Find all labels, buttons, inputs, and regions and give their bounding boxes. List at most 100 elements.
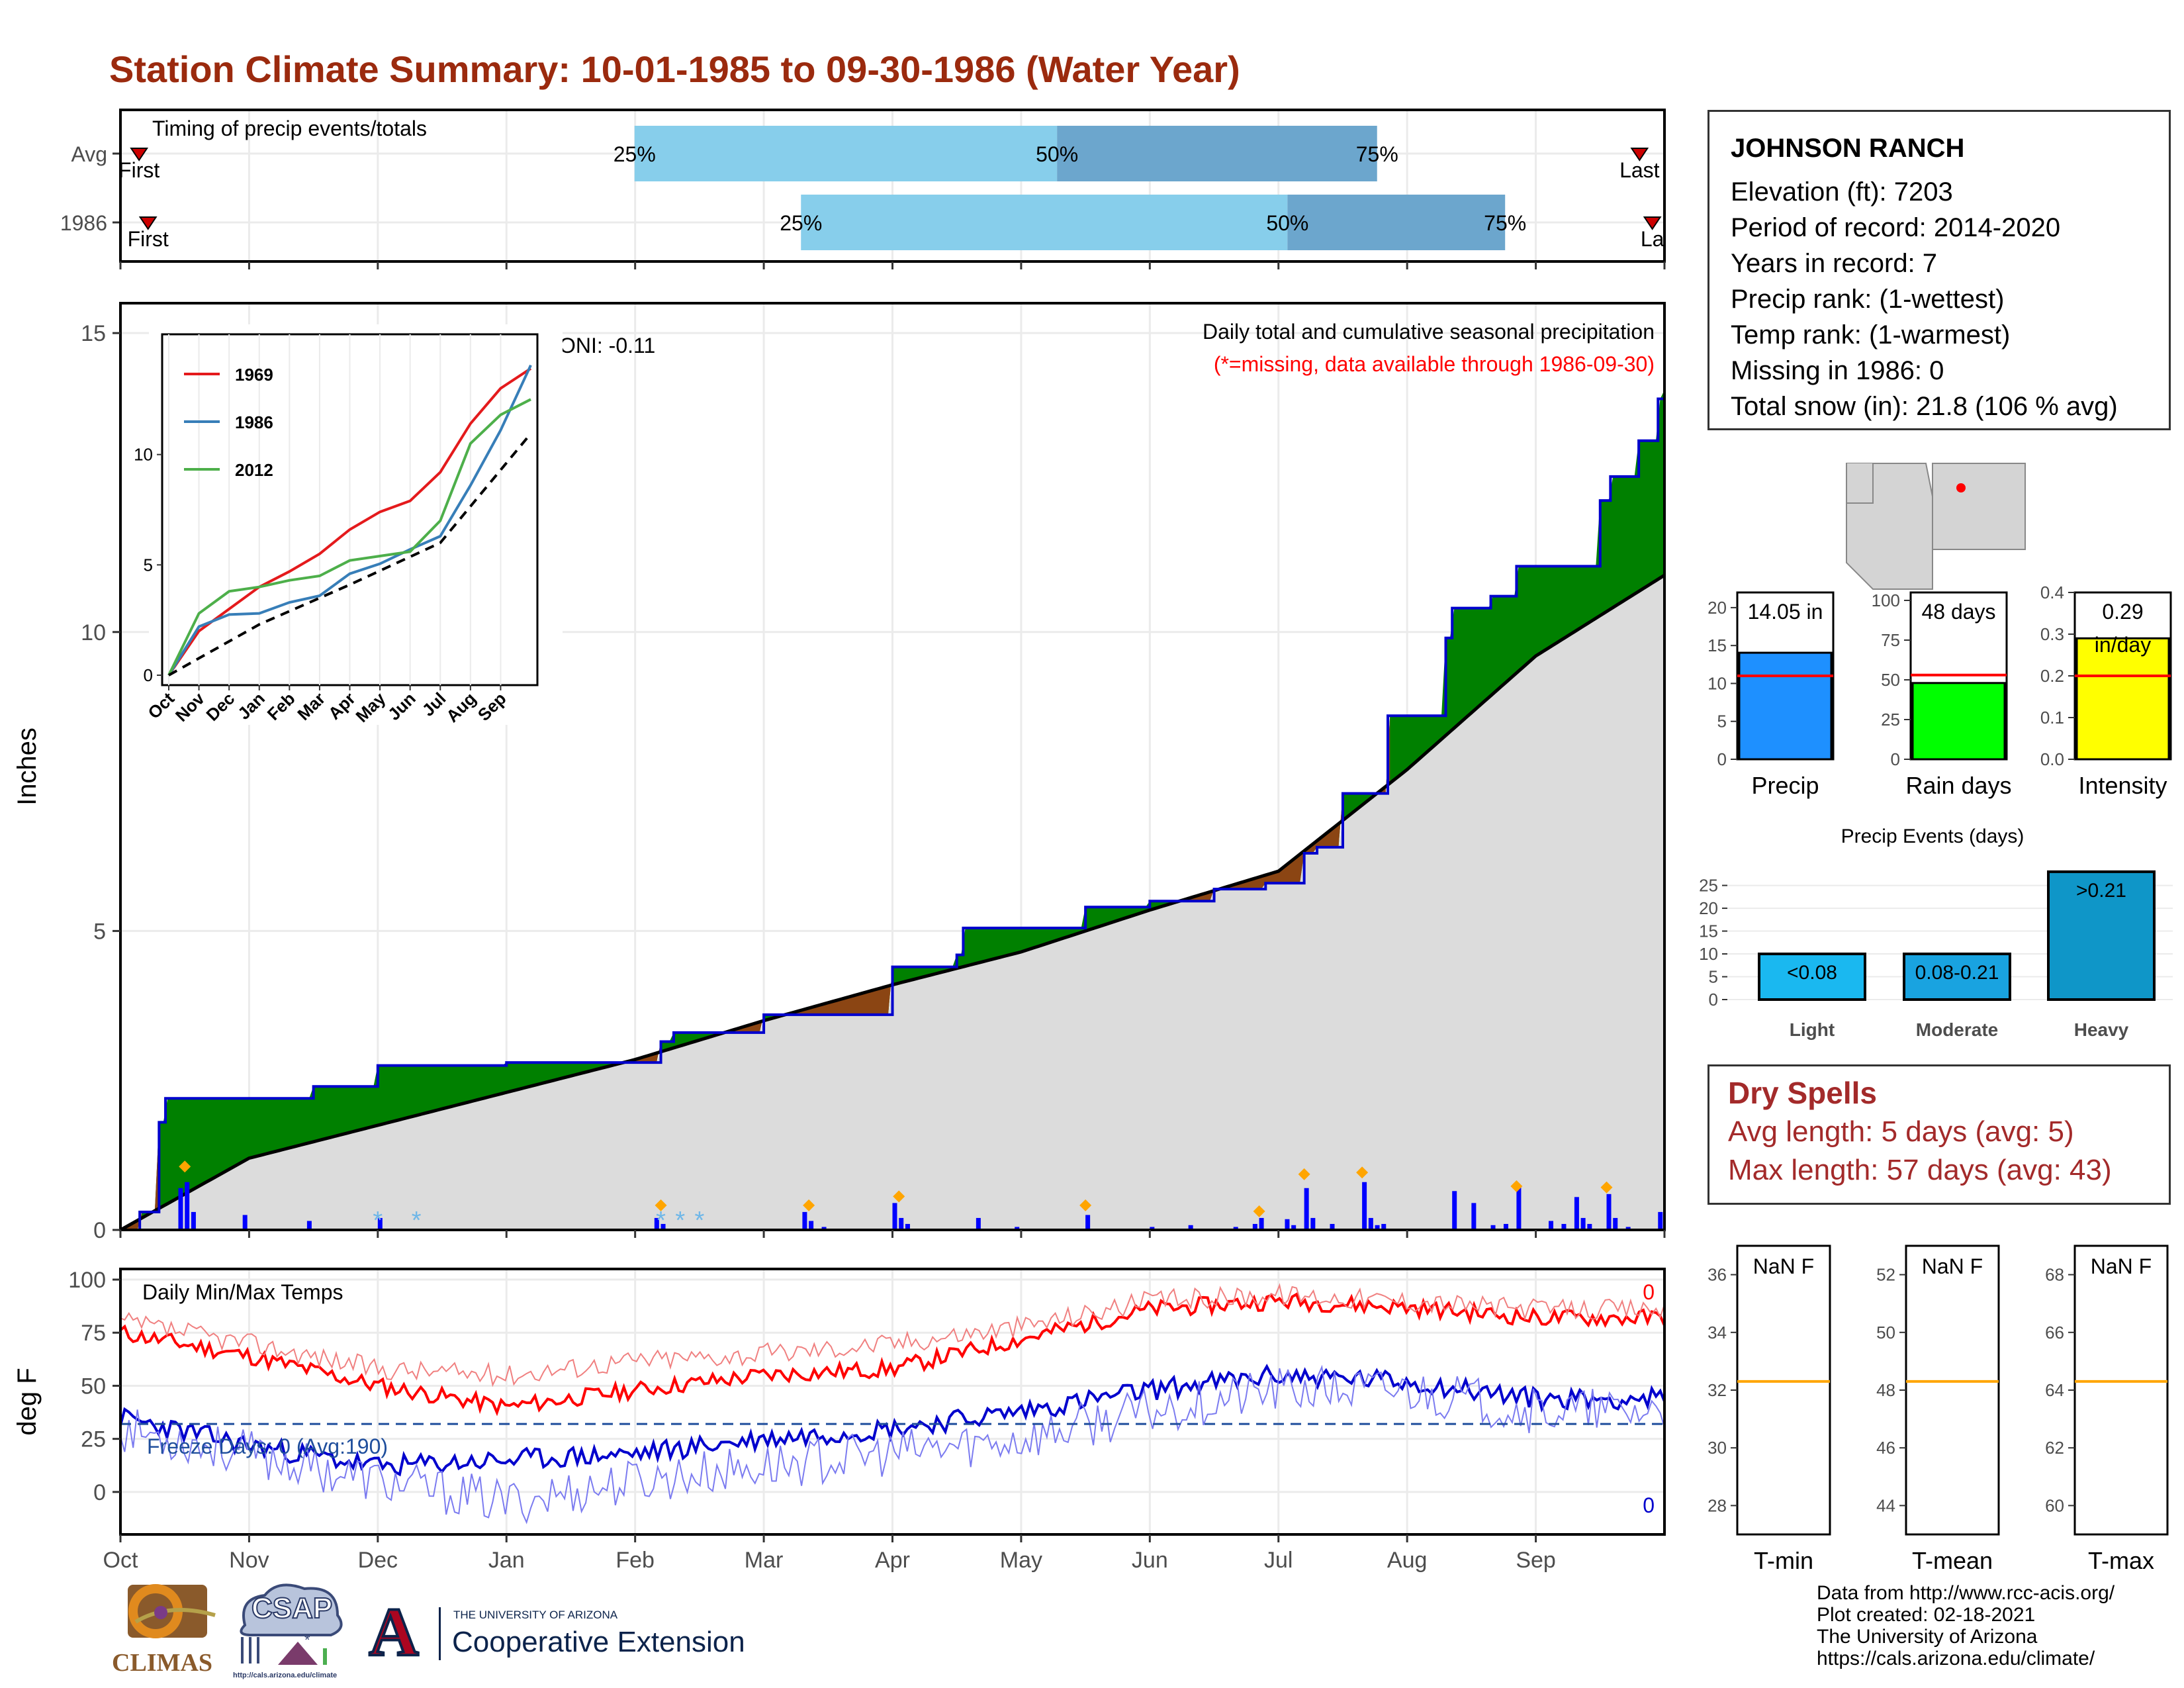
station-period: Period of record: 2014-2020: [1731, 213, 2061, 242]
station-years: Years in record: 7: [1731, 249, 1938, 278]
ua-small-title: THE UNIVERSITY OF ARIZONA: [453, 1609, 618, 1621]
mini-bar-name: Precip: [1751, 772, 1819, 799]
daily-precip-bar: [1381, 1223, 1387, 1230]
mini-bar-value: [2075, 637, 2170, 761]
heavy-event-marker: [1079, 1199, 1092, 1211]
temp-box-value: NaN F: [1922, 1254, 1983, 1278]
daily-precip-bar: [306, 1221, 312, 1230]
csap-wordmark: CSAP: [251, 1591, 333, 1625]
daily-precip-bar: [905, 1223, 910, 1230]
timing-bar-50-75: [1057, 126, 1377, 181]
precip-ytick-label: 0: [93, 1218, 106, 1243]
heavy-event-marker: [803, 1199, 815, 1211]
daily-precip-bar: [178, 1188, 183, 1230]
temp-box-frame: [1736, 1244, 1831, 1536]
ua-extension-title: Cooperative Extension: [452, 1626, 745, 1658]
month-axis-label: Nov: [229, 1548, 269, 1573]
events-ytick-label: 0: [1709, 990, 1718, 1009]
temp-box-name: T-min: [1754, 1547, 1813, 1574]
freeze-days-label: Freeze Days: 0 (Avg:190): [147, 1434, 388, 1458]
mini-bar-ytick-label: 5: [1717, 712, 1727, 731]
daily-precip-bar: [1606, 1194, 1612, 1230]
timing-label-75: 75%: [1356, 142, 1398, 166]
timing-first-label: First: [128, 227, 169, 251]
station-elevation: Elevation (ft): 7203: [1731, 177, 1953, 207]
month-axis-label: Mar: [745, 1548, 784, 1573]
station-name: JOHNSON RANCH: [1731, 134, 1965, 163]
mini-bar-value-label: 0.29: [2102, 600, 2143, 624]
daily-precip-bar: [1310, 1217, 1316, 1230]
mini-bar-ytick-label: 0.4: [2040, 583, 2064, 602]
mini-bar-ytick-label: 0.1: [2040, 708, 2064, 727]
heavy-event-marker: [1510, 1180, 1523, 1192]
precip-ytick-label: 15: [81, 321, 106, 346]
temp-panel-title: Daily Min/Max Temps: [142, 1280, 343, 1304]
timing-label-25: 25%: [614, 142, 656, 166]
station-precip-rank: Precip rank: (1-wettest): [1731, 285, 2005, 314]
average-cumulative-area: [120, 575, 1664, 1230]
inset-legend-label: 2012: [235, 460, 273, 480]
daily-precip-bar: [1188, 1225, 1193, 1230]
temp-box-ytick-label: 60: [2045, 1495, 2064, 1515]
precip-ytick-label: 5: [93, 919, 106, 944]
csap-logo: * CSAP http://cals.arizona.edu/climate: [232, 1579, 351, 1685]
daily-precip-bar: [1330, 1223, 1335, 1230]
svg-text:*: *: [304, 1632, 310, 1648]
events-ytick-label: 5: [1709, 967, 1718, 987]
station-missing: Missing in 1986: 0: [1731, 356, 1944, 385]
events-title: Precip Events (days): [1841, 825, 2025, 847]
events-bar-label: 0.08-0.21: [1915, 962, 1999, 984]
month-axis-label: Dec: [358, 1548, 398, 1573]
temp-box-ytick-label: 36: [1707, 1265, 1727, 1285]
station-info-panel: JOHNSON RANCH Elevation (ft): 7203 Perio…: [1707, 110, 2171, 430]
new-mexico-map-shape: [1932, 463, 2026, 550]
daily-precip-bar: [242, 1215, 248, 1230]
mini-bar-ytick-label: 0: [1891, 749, 1900, 769]
temp-box-ytick-label: 48: [1876, 1380, 1895, 1400]
page-title: Station Climate Summary: 10-01-1985 to 0…: [109, 48, 1240, 90]
temp-ytick-label: 50: [81, 1374, 106, 1399]
footer-credits: Data from http://www.rcc-acis.org/ Plot …: [1817, 1582, 2115, 1669]
inset-series-line: [167, 367, 532, 677]
events-bar: [1903, 953, 2011, 1001]
events-bar-label: <0.08: [1787, 962, 1837, 984]
daily-max-temp-line: [119, 1292, 1666, 1417]
dry-spells-title: Dry Spells: [1728, 1076, 1877, 1110]
daily-precip-bar: [1613, 1217, 1618, 1230]
daily-precip-bar: [1658, 1211, 1663, 1230]
daily-precip-bar: [1285, 1219, 1290, 1230]
mini-bar-value-label: 48 days: [1921, 600, 1995, 624]
daily-min-temp-line: [119, 1364, 1666, 1477]
inset-series-line: [167, 398, 531, 676]
timing-bar-50-75: [1287, 195, 1506, 250]
daily-precip-bar: [1362, 1182, 1367, 1230]
mini-bar-ytick-label: 20: [1707, 598, 1727, 618]
temp-ytick-label: 75: [81, 1321, 106, 1346]
temp-ytick-label: 25: [81, 1427, 106, 1452]
temp-box-ytick-label: 52: [1876, 1265, 1895, 1285]
heavy-event-marker: [1356, 1166, 1369, 1179]
daily-precip-bar: [1150, 1227, 1155, 1230]
daily-precip-bar: [1471, 1203, 1477, 1230]
daily-precip-bar: [976, 1217, 981, 1230]
month-axis-label: Oct: [103, 1548, 138, 1573]
daily-precip-bar: [191, 1211, 196, 1230]
temp-box-ytick-label: 50: [1876, 1323, 1895, 1342]
precip-ytick-label: 10: [81, 620, 106, 645]
temp-box-ytick-label: 62: [2045, 1438, 2064, 1458]
daily-precip-bar: [1291, 1225, 1297, 1230]
daily-precip-bar: [1549, 1221, 1554, 1230]
temp-box-ytick-label: 64: [2045, 1380, 2064, 1400]
timing-bar-25-50: [801, 195, 1288, 250]
daily-precip-bar: [1259, 1217, 1264, 1230]
mini-bar-ytick-label: 0.0: [2040, 749, 2064, 769]
daily-precip-bar: [1587, 1223, 1592, 1230]
daily-precip-bar: [654, 1217, 659, 1230]
snow-marker: *: [373, 1207, 383, 1235]
timing-bar-25-50: [634, 126, 1058, 181]
daily-precip-bar: [1452, 1191, 1457, 1230]
heavy-event-marker: [1298, 1168, 1310, 1180]
snow-marker: *: [675, 1207, 685, 1235]
timing-last-label: Last: [1619, 158, 1660, 182]
